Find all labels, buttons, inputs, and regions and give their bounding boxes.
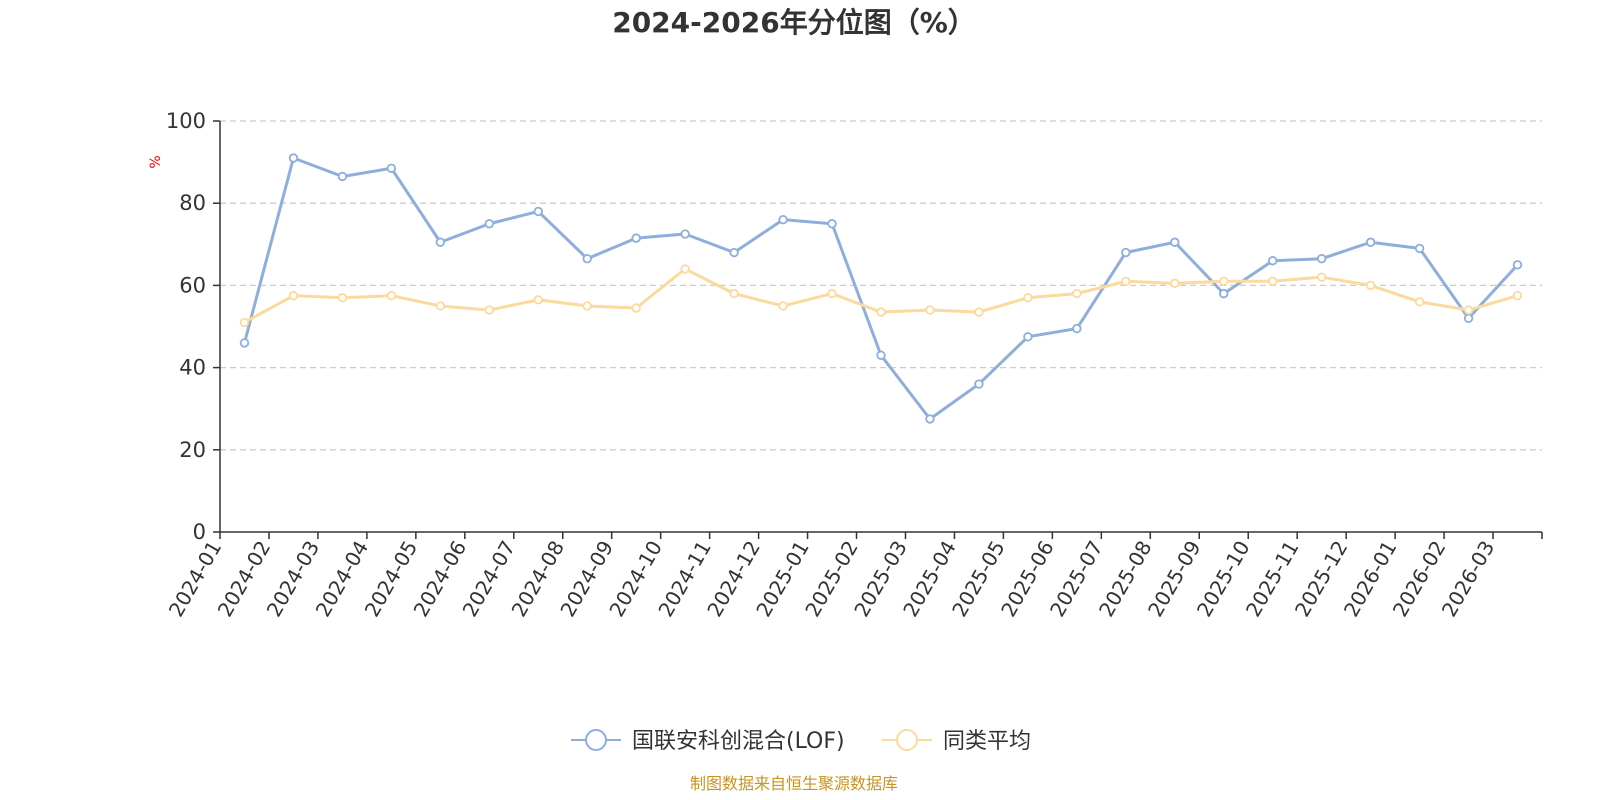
data-point <box>533 295 543 305</box>
data-point <box>386 163 397 173</box>
data-point <box>386 290 397 301</box>
y-tick-label: 100 <box>166 109 206 133</box>
data-point <box>435 237 446 247</box>
y-tick-label: 60 <box>179 273 206 297</box>
data-point <box>925 305 935 315</box>
data-point <box>484 305 494 315</box>
data-point <box>680 229 690 239</box>
data-point <box>1268 256 1278 266</box>
chart-title: 2024-2026年分位图（%） <box>612 6 976 39</box>
data-point <box>1121 247 1131 258</box>
data-point <box>1512 260 1523 270</box>
data-point <box>631 303 641 313</box>
data-point <box>925 414 935 424</box>
y-tick-label: 80 <box>179 191 206 215</box>
data-point <box>1023 332 1033 342</box>
axes: 0204060801002024-012024-022024-032024-04… <box>164 109 1543 621</box>
y-tick-label: 20 <box>179 438 206 462</box>
data-point <box>729 288 739 299</box>
legend-item-1: 国联安科创混合(LOF) <box>571 729 845 754</box>
data-point <box>729 247 739 258</box>
data-point <box>1170 237 1180 247</box>
data-point <box>631 233 641 243</box>
source-note: 制图数据来自恒生聚源数据库 <box>690 774 898 793</box>
data-point <box>1072 323 1082 334</box>
data-point <box>1512 290 1523 301</box>
legend-marker <box>896 729 918 751</box>
data-point <box>876 350 886 360</box>
data-point <box>1414 243 1425 254</box>
legend: 国联安科创混合(LOF) 同类平均 <box>571 729 1031 754</box>
data-point <box>876 307 886 317</box>
data-point <box>778 214 788 225</box>
data-point <box>827 288 837 299</box>
series-line <box>243 156 1519 421</box>
legend-item-2: 同类平均 <box>882 729 1031 754</box>
y-tick-label: 40 <box>179 356 206 380</box>
series-1 <box>239 153 1523 424</box>
data-point <box>1219 276 1229 286</box>
data-point <box>288 153 299 163</box>
data-point <box>1316 253 1327 264</box>
legend-label: 国联安科创混合(LOF) <box>632 729 845 754</box>
data-point <box>1170 278 1180 289</box>
series-2 <box>239 264 1523 328</box>
data-point <box>435 301 446 311</box>
data-point <box>1365 280 1376 291</box>
data-point <box>1219 288 1229 299</box>
legend-marker <box>585 729 607 751</box>
legend-label: 同类平均 <box>943 729 1031 754</box>
data-point <box>680 264 690 274</box>
data-point <box>974 379 984 389</box>
data-point <box>288 290 299 301</box>
data-point <box>533 206 543 217</box>
data-point <box>1365 237 1376 247</box>
data-point <box>1072 288 1082 299</box>
data-point <box>1414 297 1425 307</box>
data-point <box>1268 276 1278 286</box>
y-axis-unit-label: % <box>148 155 164 168</box>
data-point <box>337 293 348 303</box>
data-point <box>778 301 788 311</box>
data-point <box>1316 272 1327 282</box>
data-point <box>1023 293 1033 303</box>
data-point <box>484 219 494 229</box>
data-point <box>974 307 984 317</box>
data-point <box>582 301 592 311</box>
y-tick-label: 0 <box>193 520 206 544</box>
data-point <box>1463 313 1474 323</box>
data-point <box>1463 305 1474 315</box>
series-group <box>239 153 1523 424</box>
data-point <box>337 171 348 182</box>
data-point <box>582 253 592 264</box>
data-point <box>827 219 837 229</box>
data-point <box>239 317 250 328</box>
data-point <box>1121 276 1131 286</box>
data-point <box>239 338 250 348</box>
grid-lines <box>220 120 1542 451</box>
